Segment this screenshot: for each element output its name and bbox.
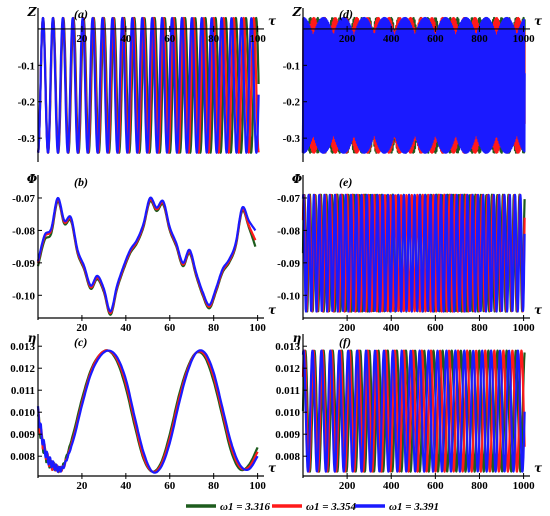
x-tick-label: 1000	[513, 322, 536, 334]
x-tick-label: 800	[471, 480, 488, 492]
series-line-2	[36, 349, 259, 474]
x-tick-label: 400	[383, 33, 400, 45]
series-line-3	[301, 193, 526, 313]
x-tick-label: 800	[471, 33, 488, 45]
series-line-3	[36, 349, 259, 474]
x-tick-label: 600	[427, 480, 444, 492]
x-tick-label: 600	[427, 33, 444, 45]
y-tick-label: 0.010	[275, 407, 300, 419]
y-tick-label: -0.1	[18, 60, 35, 72]
x-tick-label: 60	[164, 322, 176, 334]
y-tick-label: 0.008	[275, 451, 300, 463]
x-tick-label: 20	[76, 322, 88, 334]
x-tick-label: 100	[249, 480, 266, 492]
y-tick-label: 0.012	[275, 363, 300, 375]
x-axis-label: τ	[268, 14, 277, 28]
y-tick-label: 0.011	[276, 385, 300, 397]
panel-b: 20 40 60 80 100 -0.07 -0.08 -0.09 -0.10 Φτ (b)	[12, 172, 277, 334]
x-tick-label: 800	[471, 322, 488, 334]
y-axis-label: Φ	[27, 172, 38, 186]
x-axis-label: τ	[268, 461, 277, 475]
y-tick-label: 0.009	[10, 429, 35, 441]
x-tick-label: 60	[164, 33, 176, 45]
legend: ω1 = 3.316 ω1 = 3.354 ω1 = 3.391	[186, 501, 439, 513]
x-tick-label: 40	[120, 480, 132, 492]
y-tick-label: -0.10	[277, 290, 300, 302]
y-tick-label: -0.09	[277, 258, 300, 270]
panel-label: (a)	[74, 7, 88, 21]
x-tick-label: 40	[120, 322, 132, 334]
y-tick-label: -0.09	[12, 258, 35, 270]
y-tick-label: -0.3	[283, 133, 301, 145]
x-axis-label: τ	[534, 303, 543, 317]
x-axis-label: τ	[268, 303, 277, 317]
x-tick-label: 1000	[513, 33, 536, 45]
y-tick-label: -0.3	[18, 133, 36, 145]
series-line-3	[36, 196, 257, 313]
x-tick-label: 80	[208, 33, 220, 45]
x-tick-label: 200	[339, 33, 356, 45]
y-tick-label: -0.08	[12, 225, 35, 237]
panel-label: (d)	[339, 7, 353, 21]
series-line-1	[36, 349, 259, 474]
y-tick-label: 0.009	[275, 429, 300, 441]
y-axis-label: Z	[27, 5, 38, 19]
y-tick-label: -0.07	[277, 193, 300, 205]
series-line-3	[301, 16, 526, 154]
legend-label: ω1 = 3.354	[306, 501, 356, 513]
x-tick-label: 100	[249, 322, 266, 334]
y-axis-label: Φ	[292, 172, 303, 186]
x-tick-label: 20	[76, 33, 88, 45]
y-tick-label: -0.2	[18, 97, 36, 109]
panel-a: 20 40 60 80 100 -0.1 -0.2 -0.3 Zτ (a)	[18, 5, 277, 162]
series-line-3	[36, 16, 260, 154]
y-tick-label: -0.2	[283, 97, 301, 109]
x-tick-label: 200	[339, 480, 356, 492]
panel-d: 200 400 600 800 1000 -0.1 -0.2 -0.3 Zτ (d)	[283, 5, 543, 162]
x-tick-label: 40	[120, 33, 132, 45]
panel-label: (b)	[74, 175, 88, 189]
x-tick-label: 600	[427, 322, 444, 334]
legend-label: ω1 = 3.316	[220, 501, 270, 513]
x-tick-label: 1000	[513, 480, 536, 492]
x-tick-label: 100	[249, 33, 266, 45]
series-line-3	[301, 349, 526, 473]
x-tick-label: 400	[383, 322, 400, 334]
panel-label: (e)	[339, 175, 352, 189]
x-axis-label: τ	[534, 14, 543, 28]
y-tick-label: 0.011	[11, 385, 35, 397]
y-tick-label: 0.013	[275, 341, 300, 353]
y-tick-label: 0.008	[10, 451, 35, 463]
x-tick-label: 20	[76, 480, 88, 492]
y-tick-label: -0.08	[277, 225, 300, 237]
x-tick-label: 200	[339, 322, 356, 334]
panel-label: (f)	[339, 335, 351, 349]
panel-c: 20 40 60 80 100 0.013 0.012 0.011 0.010 0.009 0.00…	[10, 331, 277, 492]
x-axis-label: τ	[534, 461, 543, 475]
y-tick-label: -0.1	[283, 60, 300, 72]
y-tick-label: 0.010	[10, 407, 35, 419]
y-axis-label: η	[293, 331, 302, 345]
x-tick-label: 60	[164, 480, 176, 492]
y-axis-label: Z	[292, 5, 303, 19]
panel-f: 200 400 600 800 1000 0.013 0.012 0.011 0.010 0.00…	[275, 331, 543, 492]
x-tick-label: 80	[208, 480, 220, 492]
x-tick-label: 400	[383, 480, 400, 492]
y-tick-label: 0.012	[10, 363, 35, 375]
y-tick-label: -0.10	[12, 290, 35, 302]
panel-label: (c)	[74, 335, 87, 349]
x-tick-label: 80	[208, 322, 220, 334]
legend-label: ω1 = 3.391	[389, 501, 439, 513]
y-axis-label: η	[28, 331, 37, 345]
y-tick-label: 0.013	[10, 341, 35, 353]
y-tick-label: -0.07	[12, 193, 35, 205]
panel-e: 200 400 600 800 1000 -0.07 -0.08 -0.09 -0.10 Φτ (e…	[277, 172, 543, 334]
